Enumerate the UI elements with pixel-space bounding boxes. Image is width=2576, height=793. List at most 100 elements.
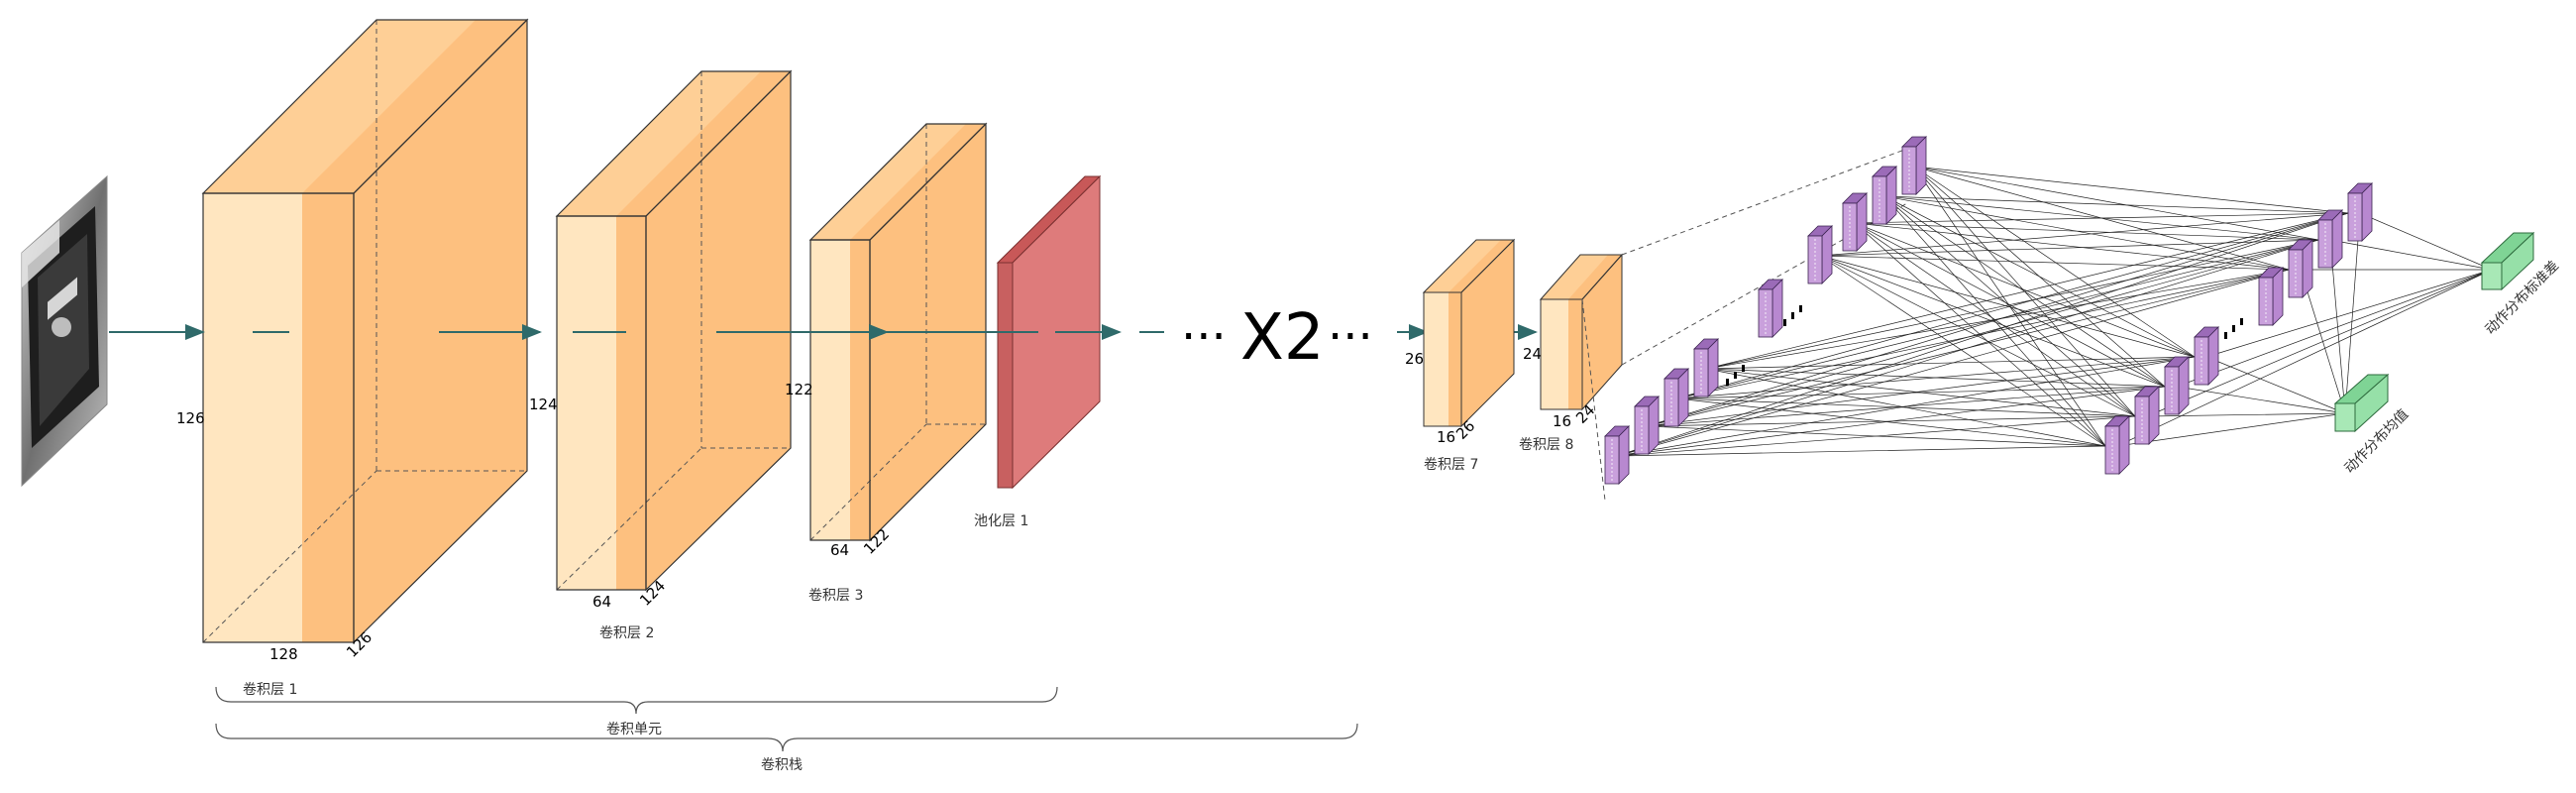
fc-edge: [1646, 356, 2196, 427]
fc-edge: [1913, 166, 2166, 388]
fc-edge: [1616, 212, 2349, 457]
conv-layer-7-block: [1422, 238, 1516, 428]
fc-edge: [1675, 397, 2106, 447]
fc-layer-nodes: [1604, 136, 2373, 485]
fc-edge: [1854, 222, 2166, 388]
fc-ellipsis-dots: [1726, 305, 2243, 386]
conv3-name-label: 卷积层 3: [808, 588, 863, 604]
fc-output-edge: [2116, 412, 2346, 447]
fc-edge: [1646, 269, 2290, 427]
fc-output-edge: [2329, 239, 2493, 271]
conv2-width-label: 64: [592, 593, 611, 611]
fc-output-edge: [2344, 212, 2361, 414]
fc-edge: [1646, 425, 2106, 447]
fc2-node: [2134, 386, 2160, 445]
conv2-name-label: 卷积层 2: [599, 625, 654, 641]
fc-edge: [1854, 222, 2319, 241]
fc2-node: [2104, 415, 2130, 475]
fc-edge: [1819, 255, 2166, 388]
fc1-node: [1664, 368, 1689, 427]
fc1-node: [1604, 425, 1630, 485]
fc-output-edge: [2176, 386, 2346, 414]
brace-conv-stack: [215, 723, 1358, 752]
fc-edge: [1616, 445, 2106, 457]
fc-connection-lines: [1616, 166, 2493, 457]
fc-edge: [1913, 166, 2196, 358]
output-std-box: [2480, 231, 2535, 291]
fc-output-edge: [2116, 269, 2493, 447]
fc1-node: [1807, 225, 1833, 284]
fc-edge: [1646, 386, 2166, 427]
pool1-name-label: 池化层 1: [974, 513, 1028, 529]
fc-edge: [1646, 415, 2136, 427]
fc-edge: [1705, 368, 2106, 447]
fc-edge: [1913, 166, 2319, 241]
fc-output-edge: [2176, 269, 2493, 388]
fc-edge: [1913, 166, 2106, 447]
repeat-dots-right: ···: [1328, 309, 1373, 365]
fc-edge: [1854, 222, 2136, 417]
fc-edge: [1705, 239, 2319, 370]
fc1-node: [1901, 136, 1927, 195]
fc2-node: [2347, 182, 2373, 242]
fc-edge: [1705, 368, 2166, 388]
fc-edge: [1705, 356, 2196, 370]
fc-edge: [1854, 222, 2290, 271]
fc-output-edge: [2146, 269, 2493, 417]
fc-output-edge: [2205, 269, 2493, 358]
ellipsis-dot: [1791, 312, 1794, 319]
repeat-dots-left: ···: [1181, 309, 1227, 365]
conv8-height-label: 24: [1523, 345, 1542, 363]
fc-edge: [1819, 239, 2319, 257]
conv-layer-8-block: [1539, 253, 1624, 411]
fc2-node: [2258, 267, 2284, 326]
conv3-width-label: 64: [830, 541, 849, 559]
conv8-name-label: 卷积层 8: [1519, 437, 1573, 453]
ellipsis-dot: [2240, 318, 2243, 325]
ellipsis-dot: [1734, 372, 1737, 379]
fc1-node: [1693, 338, 1719, 397]
ellipsis-dot: [1742, 365, 1745, 372]
fc-output-edge: [2329, 239, 2346, 414]
fc1-node: [1872, 166, 1897, 225]
conv2-height-label: 124: [529, 396, 558, 413]
conv8-width-label: 16: [1553, 412, 1571, 430]
fc-edge: [1913, 166, 2349, 214]
fc-edge: [1883, 195, 2349, 214]
fc-edge: [1819, 255, 2136, 417]
brace-layer-label: 卷积层 1: [243, 682, 297, 698]
brace-unit-label: 卷积单元: [606, 722, 662, 737]
ellipsis-dot: [2232, 325, 2235, 332]
braces: [215, 686, 1358, 752]
conv7-height-label: 26: [1405, 350, 1424, 368]
conv3-height-label: 122: [785, 381, 813, 398]
conv-layer-1-block: [201, 18, 529, 644]
repeat-x2-label: X2: [1240, 301, 1325, 375]
fc-output-edge: [2300, 269, 2346, 414]
conv1-height-label: 126: [176, 409, 205, 427]
fc-edge: [1819, 255, 2290, 271]
fc1-node: [1634, 396, 1660, 455]
fc-edge: [1854, 222, 2106, 447]
fc-edge: [1913, 166, 2290, 271]
fc-edge: [1819, 255, 2196, 358]
fc-output-edge: [2359, 212, 2493, 271]
fc-edge: [1646, 239, 2319, 427]
fc-edge: [1819, 255, 2106, 447]
fc-edge: [1883, 195, 2106, 447]
conv7-name-label: 卷积层 7: [1424, 457, 1478, 473]
fc-edge: [1705, 269, 2290, 370]
fc2-node: [2317, 209, 2343, 269]
fc-edge: [1705, 368, 2136, 417]
fc-edge: [1854, 222, 2196, 358]
fc-edge: [1913, 166, 2136, 417]
ellipsis-dot: [1799, 305, 1802, 312]
fc-edge: [1646, 212, 2349, 427]
conv1-width-label: 128: [269, 645, 298, 663]
ellipsis-dot: [2224, 332, 2227, 339]
brace-conv-unit: [215, 686, 1058, 715]
conv7-width-label: 16: [1437, 428, 1455, 446]
fc-edge: [1883, 195, 2290, 271]
